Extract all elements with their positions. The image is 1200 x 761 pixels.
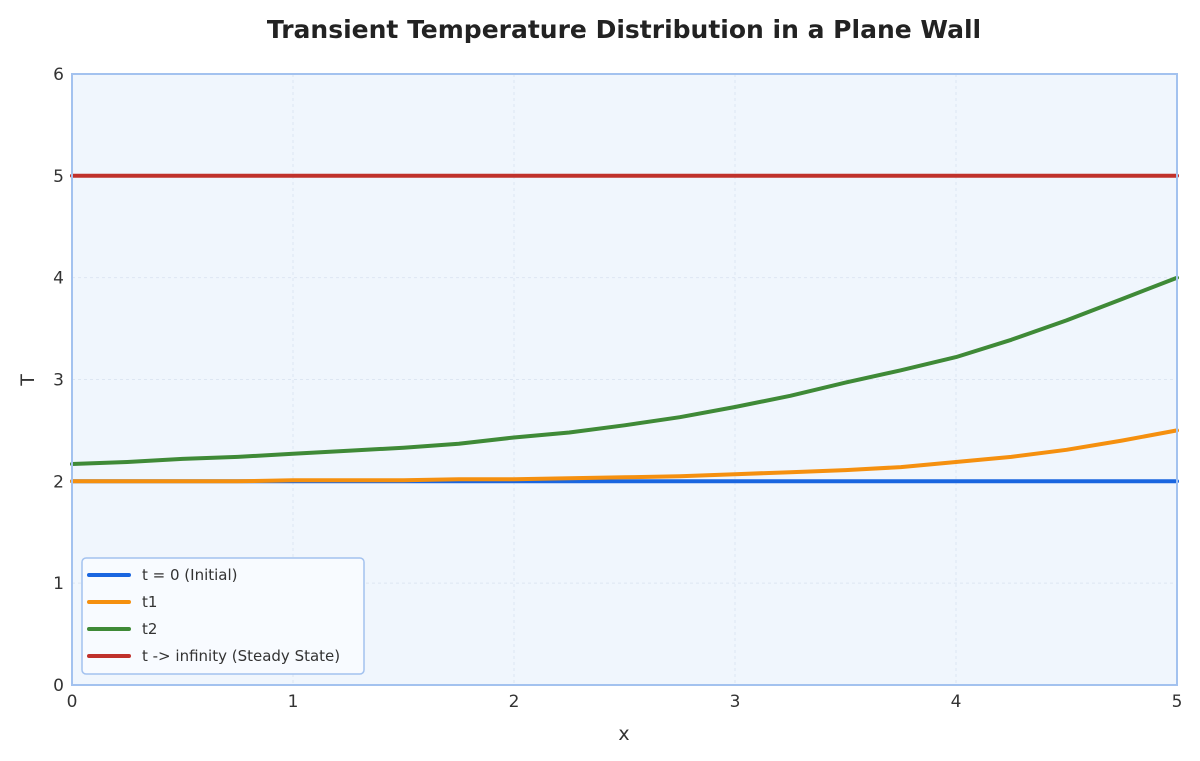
y-tick-label: 2 (53, 472, 64, 492)
x-tick-label: 1 (288, 692, 299, 712)
x-axis-label: x (618, 723, 629, 745)
legend-label: t2 (142, 620, 157, 638)
legend-label: t = 0 (Initial) (142, 566, 238, 584)
legend-label: t -> infinity (Steady State) (142, 647, 340, 665)
y-tick-label: 4 (53, 269, 64, 289)
x-tick-label: 3 (730, 692, 741, 712)
x-tick-label: 5 (1172, 692, 1183, 712)
y-axis-ticks: 0 1 2 3 4 5 6 (53, 65, 64, 696)
x-tick-label: 2 (509, 692, 520, 712)
y-axis-label: T (17, 374, 39, 387)
y-tick-label: 1 (53, 574, 64, 594)
y-tick-label: 5 (53, 167, 64, 187)
y-tick-label: 3 (53, 371, 64, 391)
x-axis-ticks: 0 1 2 3 4 5 (67, 692, 1183, 712)
series-line-1 (70, 428, 1179, 484)
legend-label: t1 (142, 593, 157, 611)
y-tick-label: 0 (53, 676, 64, 696)
legend-box (81, 557, 365, 675)
series-layer (70, 173, 1179, 484)
chart-title: Transient Temperature Distribution in a … (267, 15, 981, 44)
legend: t = 0 (Initial) t1 t2 t -> infinity (Steady… (81, 557, 365, 675)
plot-border (71, 73, 1178, 686)
series-line-2 (70, 275, 1179, 466)
y-tick-label: 6 (53, 65, 64, 85)
x-tick-label: 4 (951, 692, 962, 712)
x-tick-label: 0 (67, 692, 78, 712)
